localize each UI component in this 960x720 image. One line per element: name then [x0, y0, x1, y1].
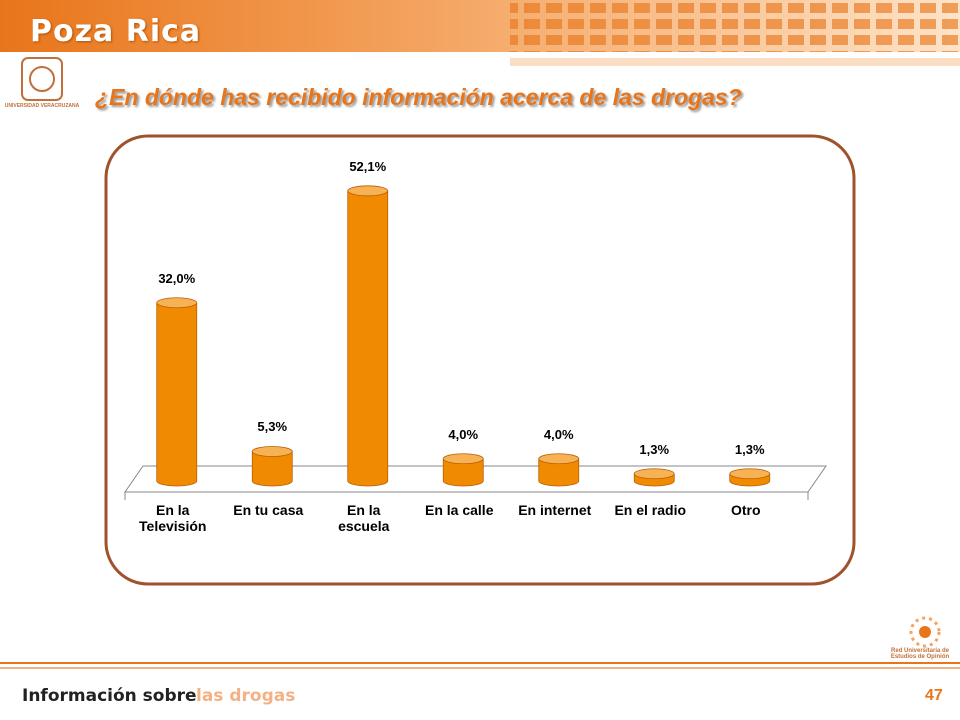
bar-top: [156, 297, 198, 309]
bar-top: [347, 185, 389, 197]
footer-topic: Información sobre: [22, 686, 197, 706]
bar: [156, 302, 198, 487]
x-tick-label: En la escuela: [338, 502, 390, 534]
network-name: Red Universitaria de Estudios de Opinión: [890, 648, 950, 660]
x-tick-label: En la calle: [425, 502, 494, 518]
value-label: 4,0%: [543, 426, 574, 442]
bar: [251, 451, 293, 487]
bar-top: [251, 446, 293, 457]
value-label: 1,3%: [639, 441, 670, 457]
logo-text: UNIVERSIDAD VERACRUZANA: [4, 103, 80, 109]
value-label: 52,1%: [349, 158, 387, 174]
bar-top: [442, 453, 484, 465]
chart-frame: [104, 134, 856, 586]
footer-lines: [0, 662, 960, 669]
value-label: 1,3%: [734, 441, 765, 457]
floor-edge: [124, 492, 809, 500]
header-decoration: [510, 0, 960, 66]
x-tick-label: Otro: [730, 502, 761, 518]
x-tick-label: En el radio: [614, 502, 687, 518]
footer-subtopic: las drogas: [196, 686, 296, 706]
bar-top: [538, 453, 580, 465]
chart-title: ¿En dónde has recibido información acerc…: [95, 84, 742, 110]
bar-top: [729, 468, 771, 480]
page-number: 47: [925, 687, 943, 704]
bar: [538, 458, 580, 487]
bar: [347, 190, 389, 487]
value-label: 4,0%: [448, 426, 479, 442]
bar: [442, 458, 484, 487]
x-tick-label: En tu casa: [233, 502, 304, 518]
x-tick-label: En la Televisión: [139, 502, 207, 534]
bar-top: [633, 468, 675, 480]
value-label: 32,0%: [158, 270, 196, 286]
university-logo: [21, 57, 63, 101]
value-label: 5,3%: [257, 419, 288, 435]
network-logo: [909, 616, 941, 648]
brand: Poza Rica: [30, 14, 202, 49]
x-tick-label: En internet: [518, 502, 592, 518]
